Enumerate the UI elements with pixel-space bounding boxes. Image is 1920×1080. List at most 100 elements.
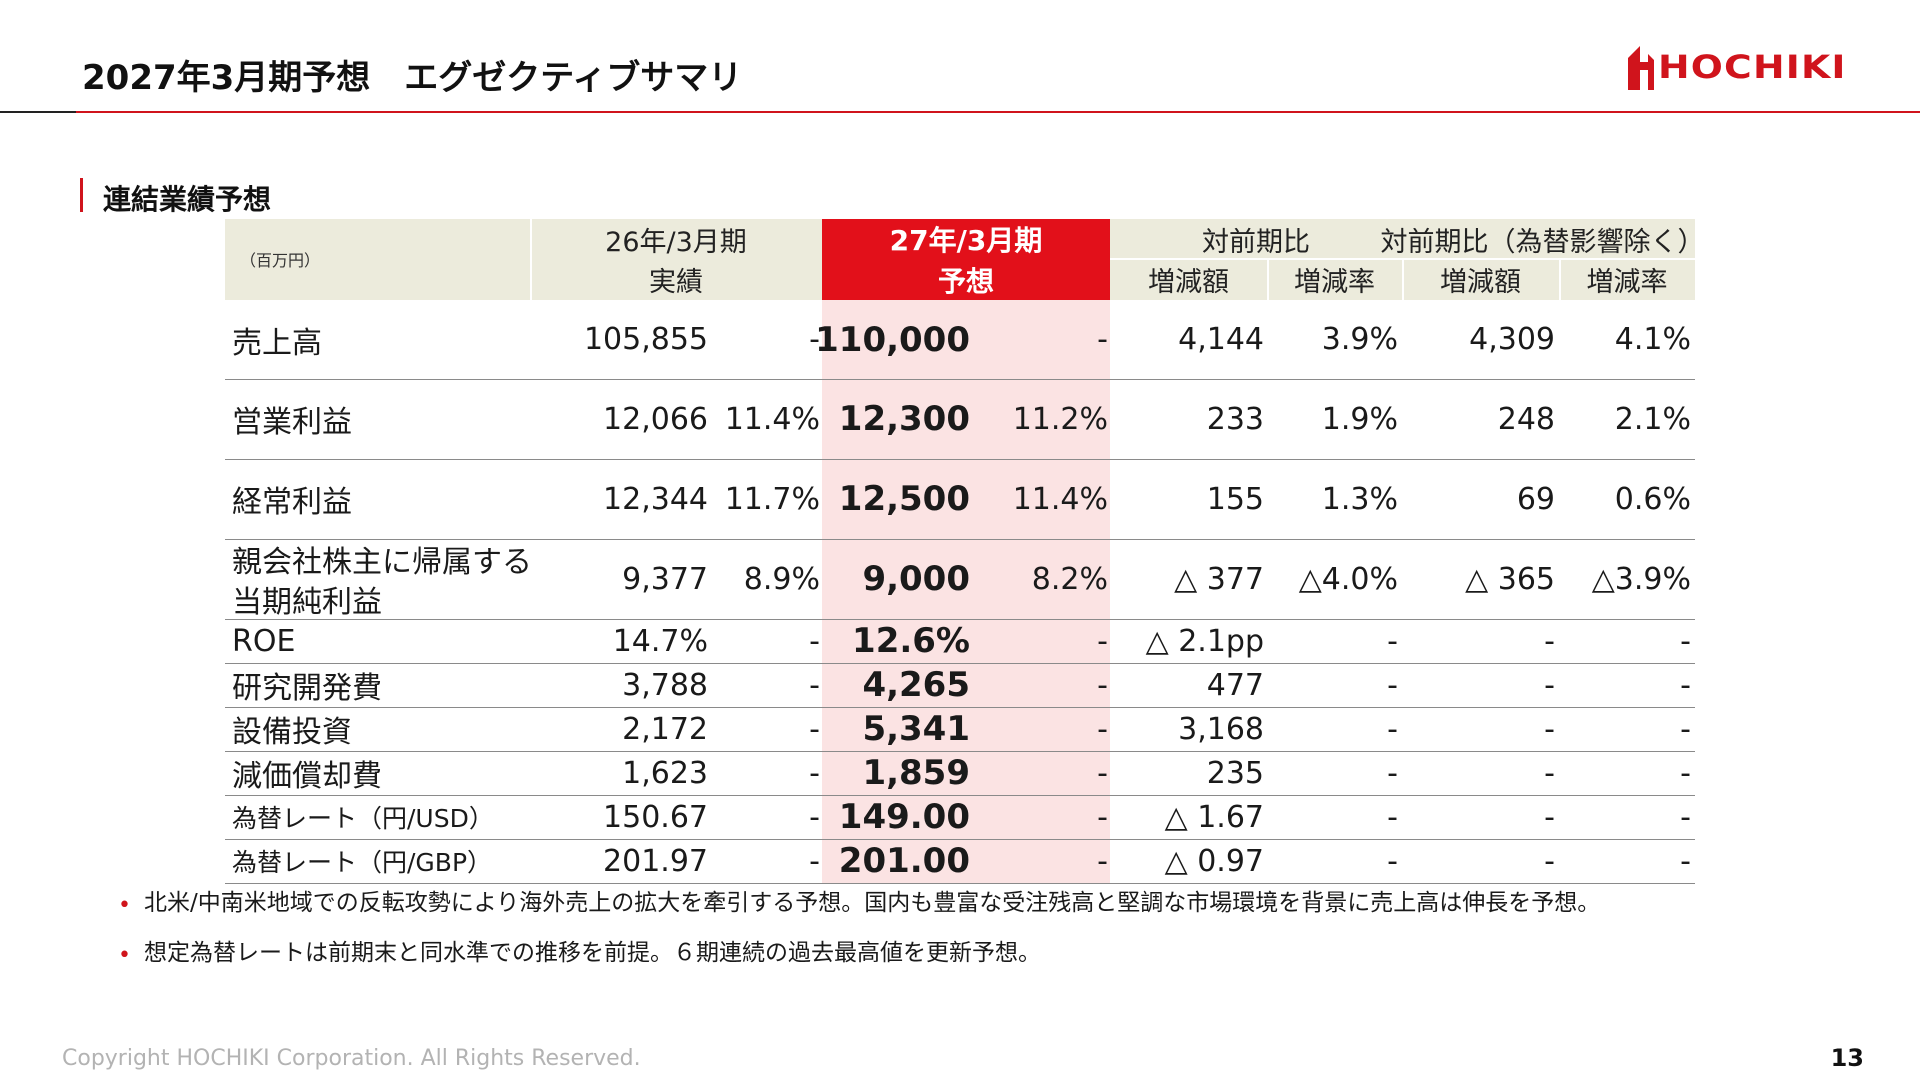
- prev-value: 9,377: [622, 561, 708, 597]
- change-amount-fx: -: [1544, 667, 1555, 703]
- sub-amount: 増減額: [1148, 267, 1229, 298]
- row-divider: [225, 883, 1695, 884]
- row-divider: [225, 539, 1695, 540]
- row-label: 減価償却費: [232, 759, 382, 794]
- change-amount-fx: -: [1544, 843, 1555, 879]
- row-divider: [225, 839, 1695, 840]
- forecast-value: 12.6%: [852, 621, 970, 661]
- forecast-value: 5,341: [862, 709, 970, 749]
- row-divider: [225, 663, 1695, 664]
- header-separator: [1559, 259, 1561, 300]
- prev-value: 12,344: [603, 481, 708, 517]
- forecast-value: 110,000: [815, 319, 970, 360]
- forecast-value: 12,500: [838, 479, 970, 519]
- prev-margin: -: [809, 322, 820, 357]
- hochiki-logo: HOCHIKI: [1626, 44, 1845, 90]
- prev-margin: -: [809, 711, 820, 747]
- change-amount-fx: △ 365: [1465, 561, 1555, 597]
- prev-margin: -: [809, 623, 820, 659]
- col-prev-subtitle: 実績: [649, 266, 703, 298]
- prev-value: 1,623: [622, 755, 708, 791]
- change-rate-fx: -: [1680, 843, 1691, 879]
- row-label: 売上高: [232, 325, 322, 361]
- forecast-margin: -: [1097, 322, 1108, 357]
- row-label: 為替レート（円/USD）: [232, 804, 494, 833]
- title-divider-accent: [0, 111, 76, 113]
- change-rate: -: [1387, 843, 1398, 879]
- title-divider: [0, 111, 1920, 113]
- change-amount-fx: -: [1544, 711, 1555, 747]
- prev-margin: 8.9%: [743, 561, 820, 597]
- forecast-value: 1,859: [862, 753, 970, 793]
- header-separator: [1402, 259, 1404, 300]
- header-bg-left: [225, 219, 822, 300]
- change-amount-fx: -: [1544, 623, 1555, 659]
- row-divider: [225, 751, 1695, 752]
- forecast-value: 149.00: [838, 797, 970, 837]
- change-amount-fx: 69: [1516, 481, 1555, 517]
- change-rate-fx: △3.9%: [1591, 561, 1691, 597]
- forecast-value: 9,000: [862, 559, 970, 599]
- section-title: 連結業績予想: [103, 183, 272, 216]
- row-divider: [225, 379, 1695, 380]
- row-label: 営業利益: [232, 405, 352, 440]
- row-divider: [225, 619, 1695, 620]
- page-number: 13: [1830, 1044, 1864, 1072]
- change-rate: -: [1387, 799, 1398, 835]
- row-label: 為替レート（円/GBP）: [232, 848, 493, 877]
- prev-value: 12,066: [603, 401, 708, 437]
- note-text: 想定為替レートは前期末と同水準での推移を前提。６期連続の過去最高値を更新予想。: [144, 940, 1041, 966]
- change-amount: 477: [1206, 667, 1264, 703]
- logo-text: HOCHIKI: [1658, 48, 1847, 86]
- note-item: • 北米/中南米地域での反転攻勢により海外売上の拡大を牽引する予想。国内も豊富な…: [118, 888, 1600, 938]
- flame-logo-icon: [1628, 46, 1654, 90]
- section-marker: [80, 178, 83, 212]
- forecast-margin: 8.2%: [1031, 561, 1108, 597]
- change-amount: 4,144: [1178, 322, 1264, 357]
- forecast-value: 201.00: [838, 841, 970, 881]
- forecast-value: 12,300: [838, 399, 970, 439]
- prev-value: 201.97: [603, 843, 708, 879]
- prev-value: 14.7%: [612, 623, 708, 659]
- forecast-margin: 11.4%: [1012, 481, 1108, 517]
- row-label: 経常利益: [232, 485, 352, 520]
- change-amount: 235: [1206, 755, 1264, 791]
- forecast-margin: -: [1097, 843, 1108, 879]
- prev-margin: 11.7%: [724, 481, 820, 517]
- change-rate: -: [1387, 667, 1398, 703]
- forecast-column-bg: [822, 300, 1110, 883]
- header-separator: [530, 219, 532, 300]
- col-forecast-subtitle: 予想: [937, 264, 994, 298]
- change-amount: △ 0.97: [1164, 843, 1264, 879]
- change-amount-fx: 4,309: [1469, 322, 1555, 357]
- row-divider: [225, 459, 1695, 460]
- forecast-margin: -: [1097, 667, 1108, 703]
- change-amount-fx: -: [1544, 799, 1555, 835]
- forecast-margin: -: [1097, 755, 1108, 791]
- bullet-dot-icon: •: [118, 893, 131, 918]
- row-divider: [225, 707, 1695, 708]
- forecast-table: （百万円） 26年/3月期 実績 27年/3月期 予想 対前期比 対前期比（為替…: [225, 219, 1705, 884]
- change-rate-fx: -: [1680, 755, 1691, 791]
- change-rate-fx: 4.1%: [1614, 322, 1691, 357]
- sub-amount-fx: 増減額: [1440, 267, 1521, 298]
- header-separator: [1267, 259, 1269, 300]
- note-item: • 想定為替レートは前期末と同水準での推移を前提。６期連続の過去最高値を更新予想…: [118, 938, 1600, 988]
- change-rate-fx: -: [1680, 623, 1691, 659]
- change-rate: △4.0%: [1298, 561, 1398, 597]
- prev-margin: -: [809, 799, 820, 835]
- notes-list: • 北米/中南米地域での反転攻勢により海外売上の拡大を牽引する予想。国内も豊富な…: [118, 888, 1600, 988]
- col-forecast-title: 27年/3月期: [889, 224, 1043, 257]
- change-amount: 233: [1206, 401, 1264, 437]
- row-label: 研究開発費: [232, 671, 382, 706]
- forecast-margin: -: [1097, 623, 1108, 659]
- page-title: 2027年3月期予想 エグゼクティブサマリ: [82, 58, 743, 98]
- change-rate-fx: 2.1%: [1614, 401, 1691, 437]
- change-amount: △ 1.67: [1164, 799, 1264, 835]
- change-rate: 3.9%: [1321, 322, 1398, 357]
- row-label: 親会社株主に帰属する: [232, 545, 532, 580]
- sub-rate-fx: 増減率: [1586, 267, 1668, 298]
- note-text: 北米/中南米地域での反転攻勢により海外売上の拡大を牽引する予想。国内も豊富な受注…: [144, 890, 1601, 916]
- sub-rate: 増減率: [1294, 267, 1375, 298]
- header-bg-forecast: [822, 219, 1110, 300]
